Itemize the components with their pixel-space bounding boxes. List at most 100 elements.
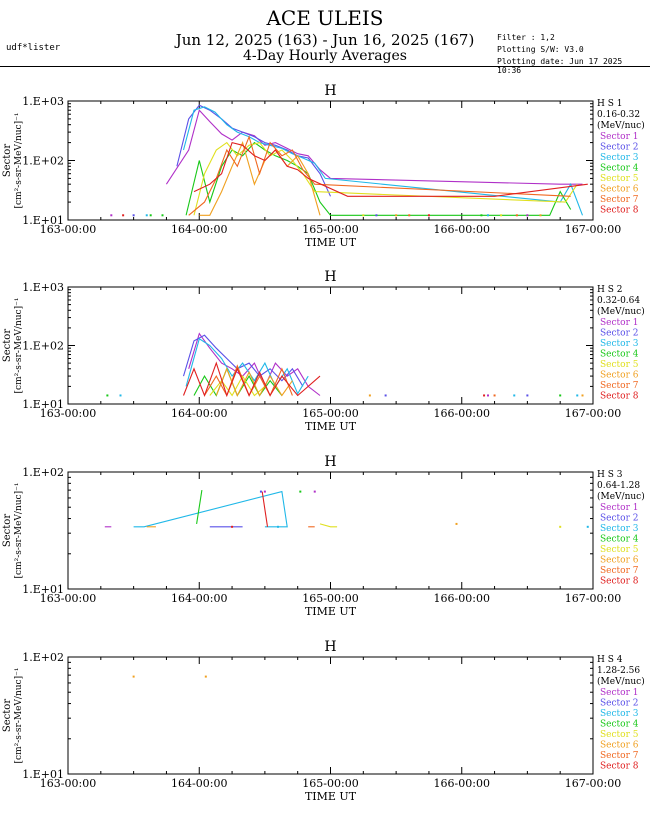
data-point-sector-6 <box>395 214 398 217</box>
x-axis-label: TIME UT <box>305 605 357 618</box>
x-tick-label: 166-00:00 <box>434 592 490 605</box>
data-point-sector-2 <box>526 394 529 397</box>
x-tick-label: 163-00:00 <box>40 407 96 420</box>
x-tick-label: 163-00:00 <box>40 592 96 605</box>
legend-entry-sector-3: Sector 3 <box>600 339 639 349</box>
y-tick-label: 1.E+02 <box>22 466 64 479</box>
data-point-sector-7 <box>408 214 411 217</box>
x-tick-label: 165-00:00 <box>302 407 358 420</box>
legend-energy-range: 1.28-2.56 <box>597 666 640 676</box>
legend-entry-sector-3: Sector 3 <box>600 709 639 719</box>
date-range-subtitle: Jun 12, 2025 (163) - Jun 16, 2025 (167) <box>175 31 475 49</box>
series-line-sector-8 <box>182 361 321 398</box>
data-point-sector-6 <box>539 214 542 217</box>
data-point-sector-3 <box>119 394 122 397</box>
data-point-sector-4 <box>149 214 152 217</box>
data-point-sector-6 <box>581 394 584 397</box>
x-tick-label: 163-00:00 <box>40 777 96 790</box>
plot-frame <box>67 100 594 221</box>
data-point-sector-1 <box>487 394 489 397</box>
legend-entry-sector-5: Sector 5 <box>600 360 639 370</box>
legend-entry-sector-6: Sector 6 <box>600 185 639 195</box>
legend-entry-sector-8: Sector 8 <box>600 577 639 587</box>
data-point-sector-2 <box>259 490 262 493</box>
data-point-sector-8 <box>427 214 430 217</box>
series-line-sector-2 <box>182 334 304 387</box>
data-point-sector-8 <box>122 214 125 217</box>
y-tick-label: 1.E+01 <box>22 768 64 781</box>
data-point-sector-5 <box>500 214 503 217</box>
header-divider <box>0 66 650 67</box>
legend-entry-sector-4: Sector 4 <box>600 164 639 174</box>
user-label: udf*lister <box>6 43 61 53</box>
software-version-label: Plotting S/W: V3.0 <box>497 45 584 54</box>
data-point-sector-1 <box>313 490 316 493</box>
x-axis-label: TIME UT <box>305 420 357 433</box>
panel-title: H <box>324 639 336 655</box>
series-line-sector-3 <box>185 337 309 395</box>
legend-entry-sector-7: Sector 7 <box>600 751 639 761</box>
y-axis-units: [cm²-s-sr-MeV/nuc]⁻¹ <box>14 113 24 209</box>
y-tick-label: 1.E+03 <box>22 281 64 294</box>
panel-title: H <box>324 83 336 99</box>
plot-frame <box>67 286 594 405</box>
data-point-sector-4 <box>299 490 302 493</box>
data-point-sector-3 <box>277 525 279 528</box>
y-axis-units: [cm²-s-sr-MeV/nuc]⁻¹ <box>14 298 24 394</box>
y-tick-label: 1.E+02 <box>22 340 64 353</box>
legend-entry-sector-7: Sector 7 <box>600 566 639 576</box>
x-tick-label: 167-00:00 <box>565 223 621 236</box>
data-point-sector-2 <box>132 214 135 217</box>
x-tick-label: 166-00:00 <box>434 777 490 790</box>
filter-label: Filter : 1,2 <box>497 33 555 42</box>
data-point-sector-4 <box>106 394 109 397</box>
page-title: ACE ULEIS <box>266 6 384 30</box>
x-axis-label: TIME UT <box>305 236 357 249</box>
x-tick-label: 166-00:00 <box>434 223 490 236</box>
data-point-sector-4 <box>480 214 483 217</box>
legend-range-title: H S 2 <box>597 285 622 295</box>
x-tick-label: 164-00:00 <box>171 592 227 605</box>
legend-units: (MeV/nuc) <box>597 676 645 687</box>
x-tick-label: 164-00:00 <box>171 777 227 790</box>
data-point-sector-3 <box>145 214 148 217</box>
data-point-sector-7 <box>493 394 496 397</box>
data-point-sector-3 <box>576 394 579 397</box>
x-tick-label: 165-00:00 <box>302 223 358 236</box>
legend-entry-sector-7: Sector 7 <box>600 381 639 391</box>
legend-entry-sector-6: Sector 6 <box>600 741 639 751</box>
x-tick-label: 167-00:00 <box>565 407 621 420</box>
x-tick-label: 165-00:00 <box>302 592 358 605</box>
legend-units: (MeV/nuc) <box>597 120 645 131</box>
legend-entry-sector-6: Sector 6 <box>600 371 639 381</box>
x-axis-label: TIME UT <box>305 790 357 803</box>
legend-entry-sector-3: Sector 3 <box>600 153 639 163</box>
x-tick-label: 165-00:00 <box>302 777 358 790</box>
legend-entry-sector-5: Sector 5 <box>600 730 639 740</box>
legend-entry-sector-2: Sector 2 <box>600 329 638 339</box>
plot-date-label: Plotting date: Jun 17 2025 10:36 <box>497 57 623 75</box>
series-line-sector-8 <box>193 141 588 197</box>
legend-entry-sector-2: Sector 2 <box>600 699 638 709</box>
legend-energy-range: 0.32-0.64 <box>597 296 640 306</box>
legend-units: (MeV/nuc) <box>597 306 645 317</box>
panel-title: H <box>324 269 336 285</box>
x-tick-label: 164-00:00 <box>171 407 227 420</box>
y-tick-label: 1.E+02 <box>22 155 64 168</box>
data-point-sector-8 <box>483 394 486 397</box>
x-tick-label: 163-00:00 <box>40 223 96 236</box>
y-axis-label: Sector <box>2 329 13 362</box>
legend-entry-sector-2: Sector 2 <box>600 143 638 153</box>
data-point-sector-5 <box>559 525 562 528</box>
y-tick-label: 1.E+01 <box>22 398 64 411</box>
legend-range-title: H S 3 <box>597 470 623 480</box>
data-point-sector-3 <box>586 525 589 528</box>
legend-entry-sector-1: Sector 1 <box>600 688 638 698</box>
x-tick-label: 166-00:00 <box>434 407 490 420</box>
legend-entry-sector-1: Sector 1 <box>600 318 638 328</box>
legend-units: (MeV/nuc) <box>597 491 645 502</box>
y-axis-label: Sector <box>2 144 13 177</box>
series-line-sector-1 <box>165 109 583 185</box>
legend-entry-sector-1: Sector 1 <box>600 132 638 142</box>
data-point-sector-6 <box>368 394 371 397</box>
